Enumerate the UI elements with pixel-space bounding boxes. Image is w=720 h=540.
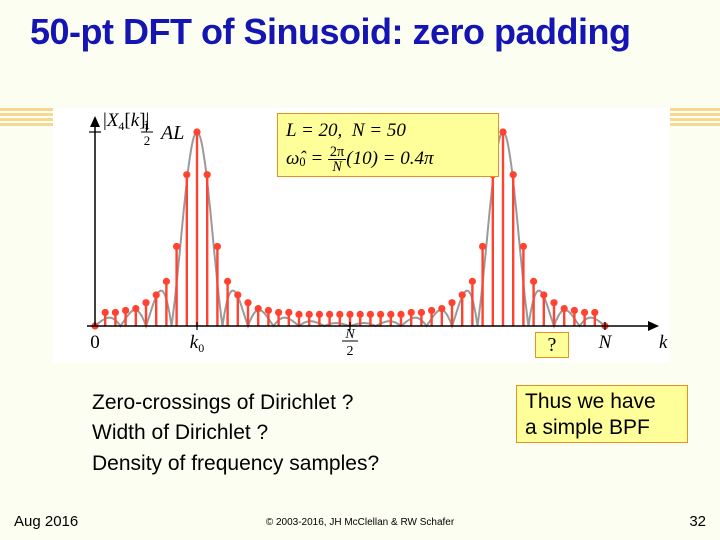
- svg-text:|X4[k]|: |X4[k]|: [103, 110, 149, 133]
- footer-page-number: 32: [689, 513, 706, 530]
- svg-text:0: 0: [90, 332, 100, 353]
- callout-line-2: a simple BPF: [525, 415, 679, 441]
- question-mark-box: ?: [535, 332, 569, 358]
- svg-text:k0: k0: [190, 332, 204, 355]
- footer-date: Aug 2016: [14, 513, 78, 530]
- svg-text:AL: AL: [159, 122, 184, 144]
- question-2: Width of Dirichlet ?: [92, 418, 379, 448]
- formula-box: L = 20, N = 50 ω̂0 = 2πN(10) = 0.4π: [277, 113, 499, 177]
- svg-text:N: N: [598, 332, 613, 353]
- svg-text:2: 2: [144, 133, 151, 148]
- callout-box: Thus we have a simple BPF: [516, 385, 688, 443]
- slide-title: 50-pt DFT of Sinusoid: zero padding: [0, 0, 720, 52]
- dft-chart: 112AL|X4[k]|0k0N2Nk L = 20, N = 50 ω̂0 =…: [53, 108, 670, 362]
- svg-text:2: 2: [347, 344, 354, 359]
- question-3: Density of frequency samples?: [92, 449, 379, 479]
- question-list: Zero-crossings of Dirichlet ? Width of D…: [92, 388, 379, 479]
- footer-copyright: © 2003-2016, JH McClellan & RW Schafer: [266, 517, 454, 528]
- callout-line-1: Thus we have: [525, 389, 679, 415]
- svg-text:k: k: [659, 332, 668, 353]
- question-1: Zero-crossings of Dirichlet ?: [92, 388, 379, 418]
